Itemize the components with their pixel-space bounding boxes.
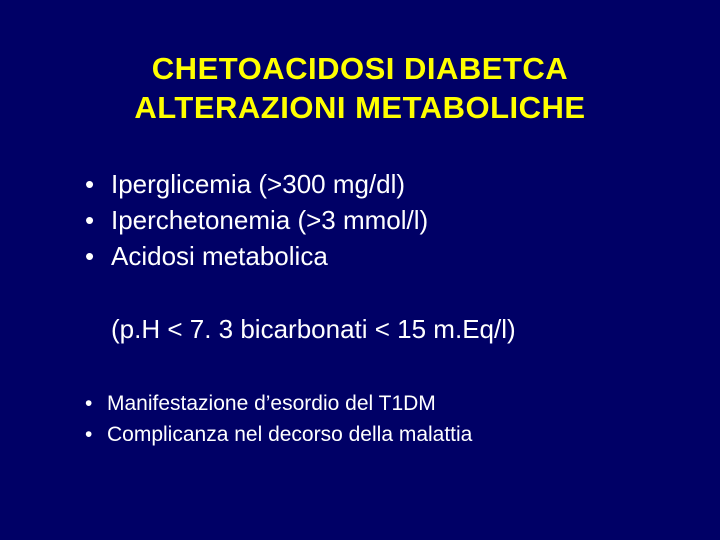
slide-title: CHETOACIDOSI DIABETCA ALTERAZIONI METABO… [55,50,665,128]
bullet-dot-icon: • [85,389,92,419]
main-bullet-list: • Iperglicemia (>300 mg/dl) • Ipercheton… [85,166,665,275]
bullet-text: Acidosi metabolica [111,241,328,271]
bullet-continuation-line: (p.H < 7. 3 bicarbonati < 15 m.Eq/l) [85,311,665,347]
bullet-dot-icon: • [85,420,92,450]
sub-bullet-item: • Manifestazione d’esordio del T1DM [85,389,665,419]
bullet-text: Iperglicemia (>300 mg/dl) [111,169,405,199]
main-bullet-item: • Iperglicemia (>300 mg/dl) [85,166,665,202]
main-bullet-item: • Acidosi metabolica [85,238,665,274]
bullet-dot-icon: • [85,238,94,274]
bullet-dot-icon: • [85,166,94,202]
title-line-2: ALTERAZIONI METABOLICHE [134,90,585,125]
bullet-text: Iperchetonemia (>3 mmol/l) [111,205,428,235]
bullet-text: Manifestazione d’esordio del T1DM [107,392,436,415]
sub-bullet-item: • Complicanza nel decorso della malattia [85,420,665,450]
main-bullet-item: • Iperchetonemia (>3 mmol/l) [85,202,665,238]
title-line-1: CHETOACIDOSI DIABETCA [152,51,568,86]
bullet-dot-icon: • [85,202,94,238]
bullet-text: Complicanza nel decorso della malattia [107,423,472,446]
sub-bullet-list: • Manifestazione d’esordio del T1DM • Co… [85,389,665,450]
